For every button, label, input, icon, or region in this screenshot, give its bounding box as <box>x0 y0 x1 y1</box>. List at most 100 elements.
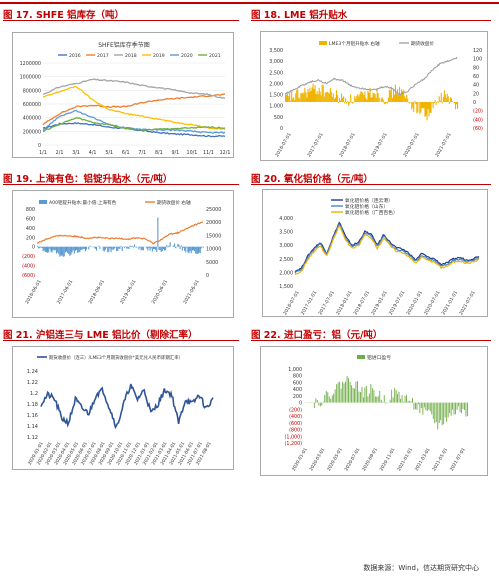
chart-panel-21: 期货收盘价（连三）/LME3个月期货收盘价*美元兑人民币即期汇率） 1.24 1.2… <box>12 346 234 470</box>
spot-premium-bar <box>188 246 190 254</box>
spot-premium-bar <box>129 245 131 247</box>
import-pl-bar <box>354 388 355 403</box>
premium-bar <box>453 102 455 104</box>
premium-bar <box>384 102 386 105</box>
spot-premium-bar <box>180 245 182 247</box>
chart20-ytick: 3,000 <box>279 243 293 249</box>
import-pl-bar <box>313 402 315 408</box>
chart17-ytick: 400000 <box>23 116 41 122</box>
import-pl-bar <box>368 393 370 403</box>
spot-premium-bar <box>135 246 137 248</box>
chart20-xtick: 2019-07-01 <box>388 290 407 316</box>
chart19-xtick: 2016-06-01 <box>24 279 43 305</box>
spot-premium-bar <box>76 246 78 250</box>
spot-premium-bar <box>146 246 148 249</box>
premium-bar <box>455 102 457 110</box>
spot-premium-bar <box>79 246 81 253</box>
chart17-ytick: 0 <box>38 143 41 149</box>
import-pl-bar <box>376 396 378 403</box>
premium-bar <box>371 97 373 102</box>
import-pl-bar <box>447 402 449 418</box>
chart-title-18: 图 18. LME 铝升贴水 <box>251 10 348 21</box>
chart20-xtick: 2020-01-01 <box>405 290 424 316</box>
premium-bar <box>291 91 293 102</box>
chart22-xtick: 2020-03-01 <box>308 447 326 472</box>
import-pl-bar <box>383 395 385 403</box>
spot-premium-bar <box>91 246 93 248</box>
chart22-ytick: 800 <box>293 374 302 380</box>
spot-premium-bar <box>81 246 83 250</box>
premium-bar <box>446 93 448 102</box>
import-pl-bar <box>406 394 407 403</box>
p19-svg: A00铝锭升贴水:最小值:上海有色 期货收盘价 右轴 800 600 400 200 0 (2… <box>22 199 221 305</box>
spot-premium-bar <box>86 246 88 250</box>
chart20-xtick: 2021-07-01 <box>458 290 477 316</box>
legend-label-2016: 2016 <box>69 53 81 59</box>
import-pl-bar <box>340 388 342 403</box>
premium-bar <box>423 102 425 109</box>
premium-bar <box>326 91 328 102</box>
premium-bar <box>388 89 390 102</box>
premium-bar <box>307 88 309 102</box>
import-pl-bar <box>394 387 396 403</box>
premium-bar <box>328 93 330 102</box>
spot-premium-bar <box>105 246 107 250</box>
premium-bar <box>381 97 383 102</box>
spot-premium-bar <box>182 246 184 248</box>
chart17-ytick: 800000 <box>23 88 41 94</box>
legend-label-2020: 2020 <box>181 53 193 59</box>
premium-bar <box>411 102 413 110</box>
legend-swatch-spot <box>39 200 47 204</box>
premium-bar <box>438 96 440 102</box>
premium-bar <box>404 96 406 102</box>
chart17-title: SHFE铝库存季节图 <box>98 41 150 49</box>
spot-premium-bar <box>176 246 178 248</box>
import-pl-bar <box>444 402 446 418</box>
premium-bar <box>335 90 337 102</box>
spot-premium-bar <box>63 246 65 257</box>
chart22-xtick: 2021-01-01 <box>396 447 414 472</box>
spot-premium-bar <box>162 246 164 249</box>
chart-panel-18: LME3个月铝升贴水 右轴 期货收盘价 3,500 3,000 2,500 2,000 1,… <box>260 31 488 161</box>
premium-bar <box>355 98 357 102</box>
legend-label-alumina-2: 氧化铝价格（广西百色） <box>345 209 398 216</box>
spot-premium-bar <box>41 246 43 248</box>
import-pl-bar <box>398 391 400 403</box>
spot-premium-bar <box>47 246 49 253</box>
spot-premium-bar <box>69 246 71 256</box>
chart19-left-ytick: 200 <box>26 235 35 241</box>
spot-premium-bar <box>198 246 200 253</box>
premium-bar <box>427 102 429 110</box>
import-pl-bar <box>458 402 459 407</box>
p22-svg: 铝进口盈亏 1,0008006004002000(200)(400)(600)(8… <box>285 354 468 472</box>
spot-premium-bar <box>194 246 196 252</box>
premium-bar <box>306 97 308 102</box>
chart17-ytick: 200000 <box>23 129 41 135</box>
premium-bar <box>316 91 318 102</box>
premium-bar <box>456 102 458 105</box>
import-pl-bar <box>346 376 348 403</box>
premium-bar <box>390 87 392 102</box>
legend-label-alumina-1: 氧化铝价格（山东） <box>345 203 388 210</box>
series-line-2021 <box>42 116 226 133</box>
import-pl-bar <box>426 402 428 411</box>
spot-premium-bar <box>139 246 141 248</box>
chart20-ytick: 2,000 <box>279 270 293 276</box>
spot-premium-bar <box>203 246 205 248</box>
import-pl-bar <box>423 402 425 408</box>
premium-bar <box>315 94 317 102</box>
spot-premium-bar <box>113 246 115 249</box>
chart20-xtick: 2017-07-01 <box>317 290 336 316</box>
legend-label-ratio: 期货收盘价（连三）/LME3个月期货收盘价*美元兑人民币即期汇率） <box>49 354 183 361</box>
chart22-xtick: 2020-07-01 <box>343 447 361 472</box>
chart17-xtick: 4/1 <box>89 150 97 156</box>
spot-premium-bar <box>140 246 142 251</box>
chart20-xtick: 2021-01-01 <box>441 290 460 316</box>
premium-bar <box>354 96 356 102</box>
premium-bar <box>393 94 395 102</box>
series-line-2019 <box>42 85 226 131</box>
import-pl-bar <box>456 402 458 410</box>
chart17-xtick: 3/1 <box>72 150 80 156</box>
chart19-xtick: 2020-06-01 <box>151 279 170 305</box>
premium-bar <box>373 93 375 102</box>
